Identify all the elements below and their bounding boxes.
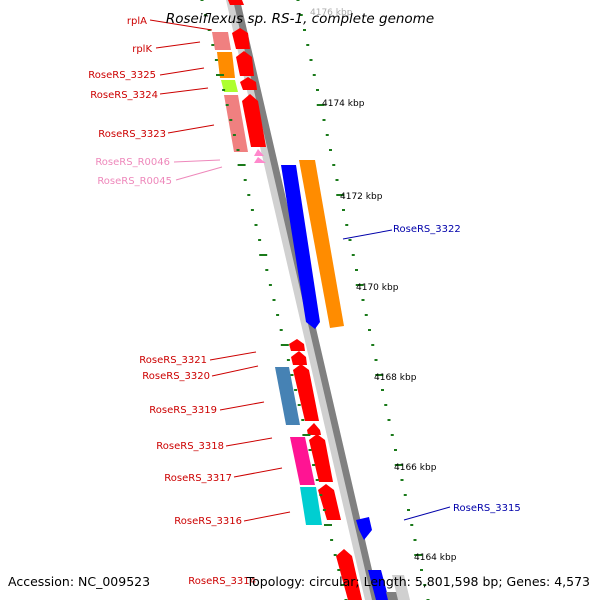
feature-RoseRS_3322-strand1	[281, 165, 320, 329]
feature-3321	[289, 339, 305, 351]
feature-3316-rev	[300, 487, 322, 525]
gene-label-RoseRS_3322[interactable]: RoseRS_3322	[393, 224, 461, 235]
feature-RoseRS_3314	[336, 549, 362, 600]
feature-RoseRS_3322-strand2	[299, 160, 344, 328]
feature-R0045	[254, 157, 266, 163]
leader-3317	[233, 467, 283, 478]
scale-label-4170: 4170 kbp	[356, 283, 399, 293]
gene-label-RoseRS_3317[interactable]: RoseRS_3317	[164, 473, 232, 484]
feature-R0046	[254, 149, 264, 156]
gene-label-RoseRS_3314[interactable]: RoseRS_3314	[188, 576, 256, 587]
feature-3318-small	[307, 423, 321, 435]
gene-label-RoseRS_3323[interactable]: RoseRS_3323	[98, 129, 166, 140]
leader-3324	[159, 87, 209, 95]
gene-labels: rplA rplK RoseRS_3325 RoseRS_3324 RoseRS…	[88, 16, 520, 587]
gene-label-rplA[interactable]: rplA	[127, 16, 147, 27]
topology-text: Topology: circular; Length: 5,801,598 bp…	[246, 574, 590, 589]
feature-3319	[293, 364, 319, 421]
feature-3314-light	[392, 575, 410, 600]
scale-labels: 4176 kbp 4174 kbp 4172 kbp 4170 kbp 4168…	[310, 8, 457, 563]
gene-label-rplK[interactable]: rplK	[132, 44, 152, 55]
leader-3319	[219, 401, 265, 411]
forward-strand-features	[228, 0, 410, 600]
scale-label-4172: 4172 kbp	[340, 192, 383, 202]
leader-rplA	[149, 19, 213, 31]
feature-3317	[309, 434, 333, 482]
leader-3321	[209, 351, 257, 361]
gene-label-RoseRS_3319[interactable]: RoseRS_3319	[149, 405, 217, 416]
leader-3322	[342, 229, 393, 240]
feature-3325-rev	[217, 52, 235, 78]
leader-3318	[225, 437, 273, 447]
gene-label-RoseRS_3316[interactable]: RoseRS_3316	[174, 516, 242, 527]
leader-R0045	[175, 166, 223, 181]
feature-rplK-rev	[212, 32, 231, 50]
gene-label-RoseRS_3320[interactable]: RoseRS_3320	[142, 371, 210, 382]
gene-label-RoseRS_3324[interactable]: RoseRS_3324	[90, 90, 158, 101]
leader-3315	[403, 506, 451, 521]
scale-ticks	[200, 0, 430, 600]
feature-3324	[240, 77, 257, 90]
gene-label-RoseRS_R0046[interactable]: RoseRS_R0046	[95, 157, 170, 168]
scale-label-4164: 4164 kbp	[414, 553, 457, 563]
leader-3323	[167, 124, 215, 134]
feature-3323	[242, 94, 266, 147]
gene-label-RoseRS_R0045[interactable]: RoseRS_R0045	[97, 176, 172, 187]
feature-3320	[291, 351, 307, 365]
leader-3325	[159, 67, 205, 76]
leader-rplK	[155, 41, 201, 49]
backbone-shade	[226, 0, 374, 600]
feature-3319-rev	[275, 367, 300, 425]
feature-RoseRS_3315	[356, 517, 372, 540]
map-title: Roseiflexus sp. RS-1, complete genome	[166, 11, 434, 27]
feature-3316	[318, 484, 341, 520]
scale-label-4174: 4174 kbp	[322, 99, 365, 109]
gene-label-RoseRS_3315[interactable]: RoseRS_3315	[453, 503, 521, 514]
feature-3324-rev	[221, 80, 238, 92]
feature-3314-blue	[368, 570, 389, 600]
label-leaders	[149, 19, 451, 522]
gene-label-RoseRS_3321[interactable]: RoseRS_3321	[139, 355, 207, 366]
leader-3320	[211, 365, 259, 377]
feature-rplA	[228, 0, 244, 5]
reverse-strand-features	[212, 32, 322, 525]
gene-label-RoseRS_3325[interactable]: RoseRS_3325	[88, 70, 156, 81]
feature-3323-rev	[224, 95, 248, 152]
scale-label-4166: 4166 kbp	[394, 463, 437, 473]
scale-label-4168: 4168 kbp	[374, 373, 417, 383]
leader-R0046	[173, 159, 221, 163]
feature-3317-rev	[290, 437, 315, 485]
leader-3316	[243, 511, 291, 522]
feature-rplK	[232, 28, 250, 49]
feature-3325	[236, 51, 254, 76]
accession-text: Accession: NC_009523	[8, 574, 151, 589]
scale-label-4176: 4176 kbp	[310, 8, 353, 18]
gene-label-RoseRS_3318[interactable]: RoseRS_3318	[156, 441, 224, 452]
